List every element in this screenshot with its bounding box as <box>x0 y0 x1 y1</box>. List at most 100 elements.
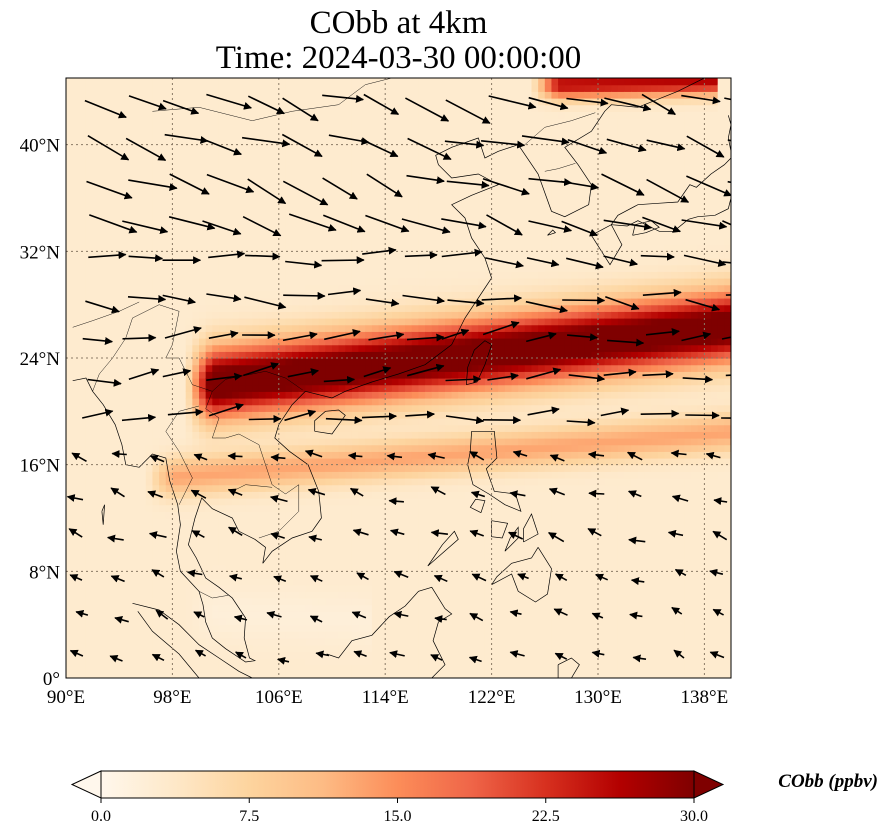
field-cell <box>245 444 253 452</box>
field-cell <box>245 584 253 592</box>
field-cell <box>265 458 273 466</box>
field-cell <box>66 578 74 586</box>
field-cell <box>192 231 200 239</box>
field-cell <box>345 524 353 532</box>
field-cell <box>305 198 313 206</box>
field-cell <box>425 564 433 572</box>
field-cell <box>325 278 333 286</box>
field-cell <box>345 444 353 452</box>
field-cell <box>278 544 287 552</box>
field-cell <box>431 471 439 479</box>
field-cell <box>179 531 187 539</box>
field-cell <box>152 204 160 212</box>
field-cell <box>165 571 173 579</box>
field-cell <box>139 598 147 606</box>
field-cell <box>165 578 173 586</box>
field-cell <box>185 171 193 179</box>
field-cell <box>152 578 160 586</box>
field-cell <box>425 191 433 199</box>
field-cell <box>212 204 220 212</box>
field-cell <box>245 464 253 472</box>
field-cell <box>99 578 107 586</box>
field-cell <box>351 258 360 266</box>
field-cell <box>79 391 87 399</box>
field-cell <box>398 324 406 332</box>
field-cell <box>238 151 247 159</box>
field-cell <box>292 311 300 319</box>
field-cell <box>112 318 120 326</box>
field-cell <box>165 511 173 519</box>
field-cell <box>358 411 366 419</box>
field-cell <box>278 651 287 659</box>
field-cell <box>179 291 187 299</box>
field-cell <box>165 378 173 386</box>
field-cell <box>92 338 100 346</box>
field-cell <box>318 291 326 299</box>
field-cell <box>292 318 300 326</box>
field-cell <box>159 211 167 219</box>
field-cell <box>298 238 306 246</box>
field-cell <box>332 544 340 552</box>
field-cell <box>245 671 253 678</box>
field-cell <box>378 211 386 219</box>
field-cell <box>185 178 193 186</box>
field-cell <box>278 444 287 452</box>
field-cell <box>238 564 247 572</box>
field-cell <box>345 404 353 412</box>
field-cell <box>125 204 134 212</box>
field-cell <box>185 344 193 352</box>
field-cell <box>119 564 127 572</box>
field-cell <box>338 204 346 212</box>
field-cell <box>145 151 154 159</box>
field-cell <box>418 458 426 466</box>
field-cell <box>318 84 326 92</box>
field-cell <box>139 491 147 499</box>
field-cell <box>351 544 360 552</box>
field-cell <box>265 391 273 399</box>
field-cell <box>265 198 273 206</box>
field-cell <box>358 531 366 539</box>
field-cell <box>79 91 87 99</box>
field-cell <box>371 198 380 206</box>
field-cell <box>159 564 167 572</box>
field-cell <box>245 591 253 599</box>
field-cell <box>159 158 167 166</box>
field-cell <box>305 618 313 626</box>
field-cell <box>232 258 240 266</box>
field-cell <box>252 104 260 112</box>
field-cell <box>185 591 193 599</box>
field-cell <box>192 151 200 159</box>
field-cell <box>132 298 140 306</box>
field-cell <box>385 404 393 412</box>
field-cell <box>425 511 433 519</box>
field-cell <box>145 584 154 592</box>
field-cell <box>72 538 80 546</box>
field-cell <box>145 398 154 406</box>
field-cell <box>258 171 267 179</box>
field-cell <box>185 411 193 419</box>
field-cell <box>139 398 147 406</box>
field-cell <box>425 104 433 112</box>
field-cell <box>85 118 94 126</box>
field-cell <box>139 651 147 659</box>
field-cell <box>365 484 373 492</box>
field-cell <box>132 444 140 452</box>
field-cell <box>278 478 287 486</box>
field-cell <box>411 478 420 486</box>
field-cell <box>371 578 380 586</box>
field-cell <box>92 451 100 459</box>
field-cell <box>285 358 293 366</box>
field-cell <box>119 631 127 639</box>
field-cell <box>378 584 386 592</box>
field-cell <box>285 491 293 499</box>
field-cell <box>385 231 393 239</box>
field-cell <box>218 131 227 139</box>
field-cell <box>305 151 313 159</box>
field-cell <box>85 464 94 472</box>
field-cell <box>272 558 280 566</box>
field-cell <box>245 324 253 332</box>
field-cell <box>145 84 154 92</box>
field-cell <box>391 211 400 219</box>
field-cell <box>225 218 233 226</box>
field-cell <box>292 411 300 419</box>
